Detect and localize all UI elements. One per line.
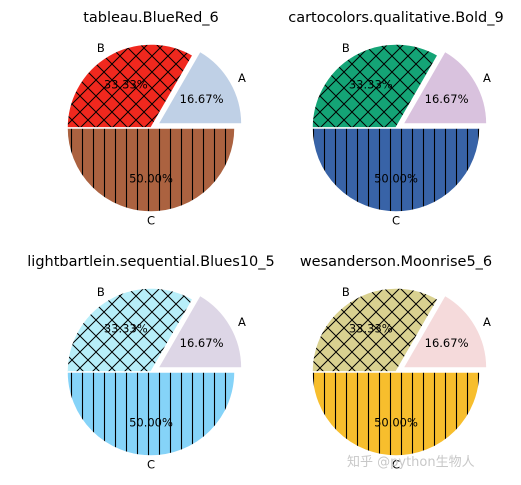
pie-percent-label: 50.00% — [374, 415, 418, 429]
pie-percent-label: 33.33% — [104, 321, 148, 335]
pie-slice-hatch-B — [312, 287, 438, 372]
pie-slice-edge — [401, 294, 488, 369]
pie-title: cartocolors.qualitative.Bold_9 — [288, 10, 504, 26]
pie-category-label: B — [342, 285, 350, 299]
pie-category-label: B — [97, 285, 105, 299]
pie-category-label: B — [342, 41, 350, 55]
pie-slice-hatch-B — [67, 287, 193, 372]
pie-category-label: C — [392, 457, 400, 471]
pie-category-label: A — [483, 315, 491, 329]
pie-title: wesanderson.Moonrise5_6 — [300, 254, 492, 270]
pie-percent-label: 50.00% — [129, 415, 173, 429]
watermark: 知乎 @python生物人 — [347, 455, 475, 470]
pie-slice-edge — [311, 371, 481, 457]
pie-category-label: A — [238, 315, 246, 329]
pie-slice-edge — [66, 43, 195, 129]
pie-slice-edge — [66, 127, 236, 213]
pie-slice-edge — [311, 43, 440, 129]
pie-slice-hatch-C — [312, 128, 480, 212]
pie-title: lightbartlein.sequential.Blues10_5 — [27, 254, 274, 270]
pie-slice-edge — [311, 127, 481, 213]
pie-2: cartocolors.qualitative.Bold_9 A 16.67% B 33… — [288, 10, 504, 227]
pie-4: wesanderson.Moonrise5_6 A 16.67% B 33.33% C 50… — [300, 254, 492, 471]
pie-category-label: C — [392, 213, 400, 227]
pie-slice-edge — [66, 287, 195, 373]
pie-slice-hatch-B — [312, 43, 438, 129]
pie-percent-label: 16.67% — [425, 92, 469, 106]
pie-slice-edge — [311, 287, 440, 373]
pie-slice-edge — [66, 371, 236, 457]
pie-title: tableau.BlueRed_6 — [83, 10, 219, 26]
pie-percent-label: 33.33% — [349, 321, 393, 335]
pie-3: lightbartlein.sequential.Blues10_5 A 16.67… — [27, 254, 274, 471]
pie-slice-edge — [401, 50, 488, 125]
pie-percent-label: 16.67% — [425, 336, 469, 350]
pie-percent-label: 16.67% — [180, 336, 224, 350]
pie-slice-hatch-C — [312, 372, 480, 456]
pie-slice-hatch-C — [67, 372, 235, 456]
pie-slice-hatch-C — [67, 128, 235, 212]
pie-slice-hatch-B — [67, 43, 193, 128]
pie-percent-label: 50.00% — [129, 171, 173, 185]
pie-percent-label: 50.00% — [374, 171, 418, 185]
pie-percent-label: 33.33% — [104, 77, 148, 91]
pie-category-label: A — [238, 71, 246, 85]
pie-category-label: C — [147, 457, 155, 471]
pie-category-label: A — [483, 71, 491, 85]
pie-percent-label: 16.67% — [180, 92, 224, 106]
pie-1: tableau.BlueRed_6 A 16.67% B 33.33% C 50.00% — [66, 10, 246, 227]
pie-percent-label: 33.33% — [349, 77, 393, 91]
pie-slice-edge — [156, 50, 243, 125]
pie-category-label: B — [97, 41, 105, 55]
pie-category-label: C — [147, 213, 155, 227]
pie-slice-edge — [156, 294, 243, 369]
